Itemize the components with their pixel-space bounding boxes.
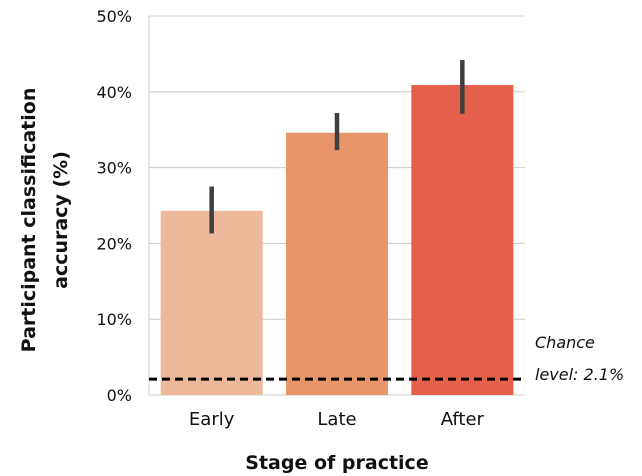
bar-after (411, 84, 514, 395)
bars (160, 84, 514, 395)
y-tick-label: 30% (96, 159, 132, 178)
chance-level-label-line-1: Chance (535, 333, 595, 352)
y-tick-labels: 0% 10% 20% 30% 40% 50% (96, 7, 132, 405)
y-tick-label: 10% (96, 310, 132, 329)
bar-late (286, 132, 388, 395)
x-axis-title: Stage of practice (245, 452, 428, 474)
bar-early (160, 210, 263, 395)
x-tick-label-late: Late (317, 409, 356, 430)
y-axis-title-line-2: accuracy (%) (50, 151, 72, 289)
x-tick-label-early: Early (189, 409, 235, 430)
x-tick-labels: Early Late After (189, 409, 485, 430)
y-axis-title-line-1: Participant classification (18, 88, 40, 353)
x-tick-label-after: After (441, 409, 485, 430)
y-tick-label: 20% (96, 234, 132, 253)
y-tick-label: 40% (96, 83, 132, 102)
y-tick-label: 0% (107, 386, 132, 405)
y-tick-label: 50% (96, 7, 132, 26)
chance-level-label-line-2: level: 2.1% (535, 365, 624, 384)
error-bars (209, 59, 465, 234)
